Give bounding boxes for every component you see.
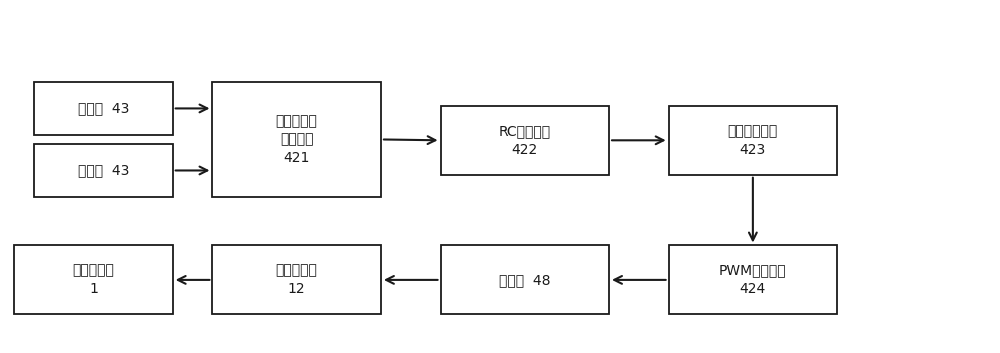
- FancyBboxPatch shape: [669, 106, 837, 175]
- Text: 激光增益管
12: 激光增益管 12: [276, 264, 318, 296]
- FancyBboxPatch shape: [34, 82, 173, 135]
- FancyBboxPatch shape: [441, 106, 609, 175]
- FancyBboxPatch shape: [212, 82, 381, 197]
- Text: 电阻丝  48: 电阻丝 48: [499, 273, 551, 287]
- Text: 双频激光器
1: 双频激光器 1: [72, 264, 114, 296]
- Text: 光电池  43: 光电池 43: [78, 163, 129, 178]
- FancyBboxPatch shape: [212, 245, 381, 315]
- Text: 光电池  43: 光电池 43: [78, 101, 129, 115]
- Text: PWM调制电路
424: PWM调制电路 424: [719, 264, 787, 296]
- FancyBboxPatch shape: [669, 245, 837, 315]
- FancyBboxPatch shape: [34, 144, 173, 197]
- Text: 光电转换及
放大电路
421: 光电转换及 放大电路 421: [276, 114, 318, 165]
- Text: 电压比较电路
423: 电压比较电路 423: [728, 124, 778, 156]
- Text: RC滤波电路
422: RC滤波电路 422: [499, 124, 551, 156]
- FancyBboxPatch shape: [441, 245, 609, 315]
- FancyBboxPatch shape: [14, 245, 173, 315]
